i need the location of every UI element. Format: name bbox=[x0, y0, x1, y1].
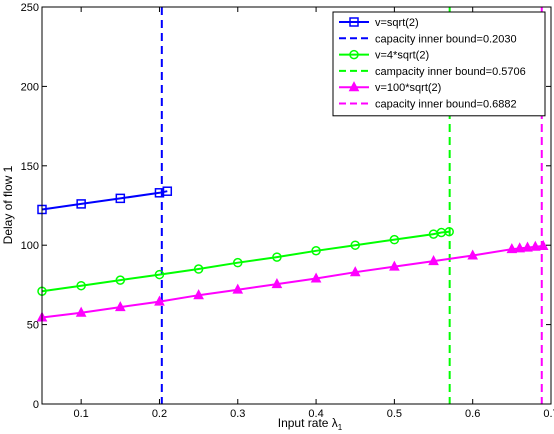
legend-box bbox=[332, 11, 546, 117]
series-3-point bbox=[75, 306, 87, 317]
series-3-point bbox=[114, 301, 126, 312]
y-tick-label: 0 bbox=[33, 399, 39, 411]
legend-label: capacity inner bound=0.2030 bbox=[375, 33, 517, 45]
legend-marker bbox=[349, 49, 359, 60]
series-2-point bbox=[350, 240, 360, 250]
legend: v=sqrt(2) capacity inner bound=0.2030 v=4*… bbox=[332, 11, 546, 117]
series-3-point bbox=[193, 289, 204, 300]
series-3-point bbox=[232, 283, 244, 294]
series-2-point bbox=[115, 275, 126, 285]
series-3-point bbox=[522, 241, 533, 252]
series-3-point bbox=[537, 239, 549, 250]
series-3-point bbox=[389, 260, 400, 271]
series-lines bbox=[41, 190, 544, 319]
series-line-2 bbox=[41, 230, 450, 293]
legend-label: v=4*sqrt(2) bbox=[375, 50, 429, 62]
x-tick-label: 0.1 bbox=[74, 408, 89, 420]
legend-marker bbox=[349, 17, 359, 27]
series-2-point bbox=[233, 257, 243, 268]
x-tick-label: 0.3 bbox=[230, 408, 245, 420]
series-1-point bbox=[76, 199, 86, 209]
series-3-point bbox=[506, 243, 518, 254]
x-axis-title-subscript: 1 bbox=[338, 423, 343, 432]
x-axis-title-main: Input rate λ bbox=[278, 416, 338, 430]
legend-label: campacity inner bound=0.5706 bbox=[375, 66, 526, 78]
x-tick-label: 0.5 bbox=[387, 408, 402, 420]
legend-marker bbox=[348, 81, 360, 92]
series-3-point bbox=[514, 242, 526, 253]
series-3-point bbox=[349, 266, 361, 277]
series-1-point bbox=[115, 193, 126, 204]
x-tick-label: 0.6 bbox=[465, 408, 480, 420]
y-tick-label: 250 bbox=[21, 2, 39, 14]
series-2-point bbox=[272, 252, 282, 262]
x-tick-label: 0.7 bbox=[543, 408, 554, 420]
x-axis-title: Input rate λ1 bbox=[278, 416, 343, 432]
series-2-point bbox=[389, 234, 400, 245]
series-1-point bbox=[162, 186, 173, 196]
series-2-point bbox=[193, 264, 204, 274]
y-tick-label: 200 bbox=[21, 81, 39, 93]
series-2-point bbox=[76, 280, 86, 291]
legend-label: v=100*sqrt(2) bbox=[375, 82, 441, 94]
y-axis-title: Delay of flow 1 bbox=[1, 165, 15, 244]
y-tick-label: 150 bbox=[21, 161, 39, 173]
x-tick-label: 0.4 bbox=[308, 408, 323, 420]
series-2-point bbox=[154, 269, 165, 280]
legend-label: v=sqrt(2) bbox=[375, 17, 419, 29]
series-3-point bbox=[154, 295, 165, 306]
legend-label: capacity inner bound=0.6882 bbox=[375, 99, 517, 111]
series-3-point bbox=[271, 278, 283, 289]
plot-area-frame bbox=[41, 6, 552, 405]
series-line-1 bbox=[41, 190, 168, 211]
x-tick-label: 0.2 bbox=[152, 408, 167, 420]
axis-ticks: 0.1 0.2 0.3 0.4 0.5 0.6 0.7 0 50 100 150 200 250 bbox=[21, 2, 554, 420]
series-3-point bbox=[467, 249, 479, 260]
series-3-point bbox=[428, 255, 439, 266]
series-3-point bbox=[310, 272, 322, 283]
y-tick-label: 100 bbox=[21, 240, 39, 252]
y-tick-label: 50 bbox=[27, 320, 39, 332]
series-3-point bbox=[530, 240, 541, 251]
series-2-point bbox=[311, 246, 321, 256]
series-2-point bbox=[444, 226, 454, 237]
